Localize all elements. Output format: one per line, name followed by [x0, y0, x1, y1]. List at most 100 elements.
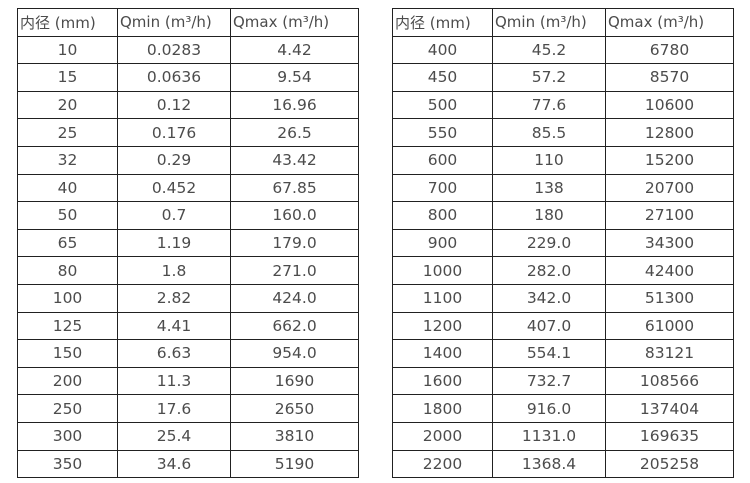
table-header-row: 内径 (mm) Qmin (m³/h) Qmax (m³/h) — [392, 8, 734, 37]
table-cell: 271.0 — [230, 256, 359, 285]
table-row: 20 0.12 16.96 — [17, 90, 359, 120]
table-row: 80 1.8 271.0 — [17, 256, 359, 285]
table-cell: 40 — [17, 173, 118, 203]
table-body: 400 45.2 6780 450 57.2 8570 500 77.6 10600 550 85.… — [392, 35, 734, 479]
table-row: 300 25.4 3810 — [17, 421, 359, 451]
table-row: 250 17.6 2650 — [17, 394, 359, 423]
table-row: 25 0.176 26.5 — [17, 118, 359, 147]
table-cell: 20 — [17, 90, 118, 120]
table-cell: 1400 — [392, 339, 493, 368]
table-row: 40 0.452 67.85 — [17, 173, 359, 203]
table-cell: 100 — [17, 283, 118, 313]
table-row: 32 0.29 43.42 — [17, 145, 359, 175]
table-cell: 10 — [17, 35, 118, 65]
table-cell: 1131.0 — [492, 421, 606, 451]
table-row: 350 34.6 5190 — [17, 449, 359, 479]
table-cell: 10600 — [605, 90, 734, 120]
table-row: 125 4.41 662.0 — [17, 311, 359, 341]
table-cell: 916.0 — [492, 394, 606, 423]
table-cell: 34.6 — [117, 449, 231, 479]
table-cell: 43.42 — [230, 145, 359, 175]
table-cell: 732.7 — [492, 366, 606, 396]
table-cell: 5190 — [230, 449, 359, 479]
table-cell: 1368.4 — [492, 449, 606, 479]
table-cell: 25.4 — [117, 421, 231, 451]
table-cell: 0.452 — [117, 173, 231, 203]
table-cell: 11.3 — [117, 366, 231, 396]
table-cell: 662.0 — [230, 311, 359, 341]
table-row: 15 0.0636 9.54 — [17, 63, 359, 92]
table-cell: 17.6 — [117, 394, 231, 423]
table-cell: 0.12 — [117, 90, 231, 120]
table-row: 200 11.3 1690 — [17, 366, 359, 396]
table-cell: 9.54 — [230, 63, 359, 92]
table-cell: 179.0 — [230, 228, 359, 258]
table-cell: 51300 — [605, 283, 734, 313]
table-cell: 80 — [17, 256, 118, 285]
table-cell: 110 — [492, 145, 606, 175]
table-cell: 50 — [17, 201, 118, 230]
table-cell: 85.5 — [492, 118, 606, 147]
column-header: Qmax (m³/h) — [605, 8, 734, 37]
table-row: 50 0.7 160.0 — [17, 201, 359, 230]
table-cell: 8570 — [605, 63, 734, 92]
column-header: Qmax (m³/h) — [230, 8, 359, 37]
table-cell: 137404 — [605, 394, 734, 423]
flow-spec-table-large-diameters: 内径 (mm) Qmin (m³/h) Qmax (m³/h) 400 45.2 678… — [392, 8, 734, 479]
table-cell: 2000 — [392, 421, 493, 451]
column-header: Qmin (m³/h) — [117, 8, 231, 37]
table-cell: 0.29 — [117, 145, 231, 175]
table-cell: 15 — [17, 63, 118, 92]
table-cell: 250 — [17, 394, 118, 423]
table-cell: 1.19 — [117, 228, 231, 258]
table-cell: 180 — [492, 201, 606, 230]
table-cell: 32 — [17, 145, 118, 175]
table-cell: 67.85 — [230, 173, 359, 203]
table-cell: 125 — [17, 311, 118, 341]
table-cell: 200 — [17, 366, 118, 396]
table-cell: 0.7 — [117, 201, 231, 230]
table-row: 500 77.6 10600 — [392, 90, 734, 120]
table-row: 内径 (mm) Qmin (m³/h) Qmax (m³/h) — [17, 8, 359, 37]
table-cell: 108566 — [605, 366, 734, 396]
table-row: 内径 (mm) Qmin (m³/h) Qmax (m³/h) — [392, 8, 734, 37]
table-cell: 4.42 — [230, 35, 359, 65]
table-cell: 554.1 — [492, 339, 606, 368]
table-row: 2200 1368.4 205258 — [392, 449, 734, 479]
table-cell: 424.0 — [230, 283, 359, 313]
table-cell: 700 — [392, 173, 493, 203]
table-cell: 20700 — [605, 173, 734, 203]
table-cell: 77.6 — [492, 90, 606, 120]
table-cell: 500 — [392, 90, 493, 120]
table-row: 900 229.0 34300 — [392, 228, 734, 258]
table-cell: 900 — [392, 228, 493, 258]
table-row: 1600 732.7 108566 — [392, 366, 734, 396]
table-header-row: 内径 (mm) Qmin (m³/h) Qmax (m³/h) — [17, 8, 359, 37]
table-row: 1100 342.0 51300 — [392, 283, 734, 313]
table-cell: 42400 — [605, 256, 734, 285]
table-cell: 3810 — [230, 421, 359, 451]
table-row: 550 85.5 12800 — [392, 118, 734, 147]
table-row: 400 45.2 6780 — [392, 35, 734, 65]
table-row: 700 138 20700 — [392, 173, 734, 203]
table-row: 150 6.63 954.0 — [17, 339, 359, 368]
table-cell: 57.2 — [492, 63, 606, 92]
table-cell: 282.0 — [492, 256, 606, 285]
table-cell: 61000 — [605, 311, 734, 341]
table-cell: 1.8 — [117, 256, 231, 285]
table-cell: 800 — [392, 201, 493, 230]
table-cell: 160.0 — [230, 201, 359, 230]
table-row: 1400 554.1 83121 — [392, 339, 734, 368]
table-cell: 0.0636 — [117, 63, 231, 92]
table-row: 10 0.0283 4.42 — [17, 35, 359, 65]
table-cell: 342.0 — [492, 283, 606, 313]
table-cell: 1100 — [392, 283, 493, 313]
table-row: 1000 282.0 42400 — [392, 256, 734, 285]
table-cell: 2.82 — [117, 283, 231, 313]
table-cell: 65 — [17, 228, 118, 258]
table-cell: 45.2 — [492, 35, 606, 65]
column-header: 内径 (mm) — [17, 8, 118, 37]
table-cell: 1600 — [392, 366, 493, 396]
table-body: 10 0.0283 4.42 15 0.0636 9.54 20 0.12 16.96 25 0.1… — [17, 35, 359, 479]
